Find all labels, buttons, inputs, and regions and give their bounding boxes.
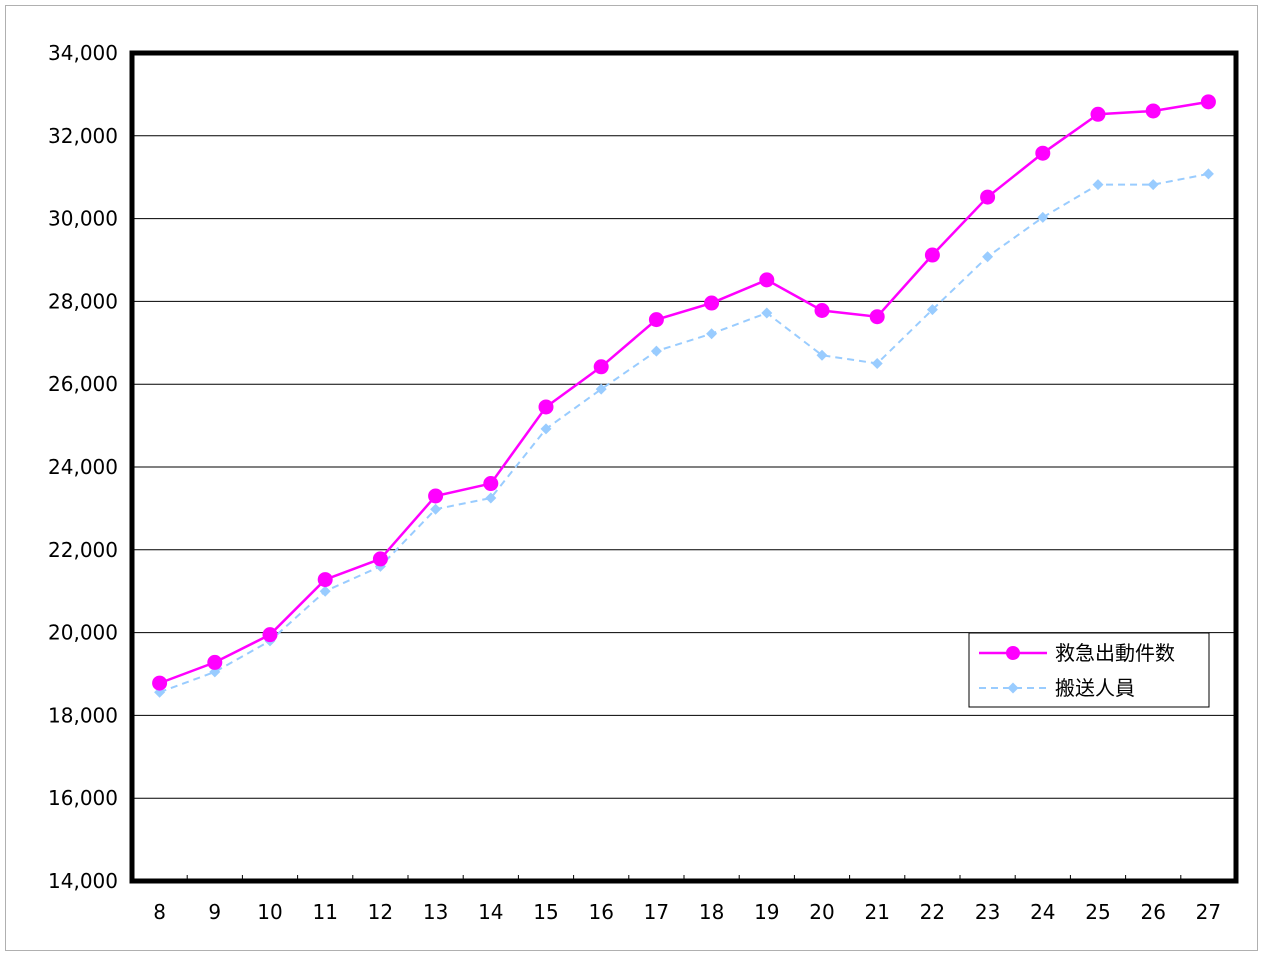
data-point bbox=[1037, 211, 1049, 223]
data-point bbox=[1147, 179, 1159, 191]
x-tick-label: 27 bbox=[1196, 900, 1221, 924]
x-tick-label: 9 bbox=[208, 900, 221, 924]
data-point bbox=[1200, 94, 1216, 110]
data-point bbox=[430, 503, 442, 515]
y-tick-label: 28,000 bbox=[48, 289, 118, 313]
y-tick-label: 16,000 bbox=[48, 786, 118, 810]
data-point bbox=[1035, 145, 1051, 161]
x-tick-label: 23 bbox=[975, 900, 1000, 924]
y-axis-labels: 14,000 16,000 18,000 20,000 22,000 24,000 26,0… bbox=[48, 41, 118, 893]
y-tick-label: 22,000 bbox=[48, 538, 118, 562]
x-tick-label: 25 bbox=[1085, 900, 1110, 924]
x-tick-label: 21 bbox=[864, 900, 889, 924]
data-point bbox=[1090, 106, 1106, 122]
data-point bbox=[926, 304, 938, 316]
data-point bbox=[540, 423, 552, 435]
series-dispatch-count bbox=[152, 94, 1216, 691]
x-tick-label: 11 bbox=[312, 900, 337, 924]
y-tick-label: 26,000 bbox=[48, 372, 118, 396]
data-point bbox=[759, 272, 775, 288]
data-point bbox=[483, 476, 499, 492]
y-tick-label: 34,000 bbox=[48, 41, 118, 65]
plot-area-border bbox=[129, 50, 1239, 884]
data-point bbox=[650, 345, 662, 357]
y-tick-label: 32,000 bbox=[48, 124, 118, 148]
data-point bbox=[262, 627, 278, 643]
legend-item: 救急出動件数 bbox=[979, 641, 1175, 665]
data-point bbox=[816, 349, 828, 361]
x-tick-label: 22 bbox=[920, 900, 945, 924]
data-point bbox=[869, 309, 885, 325]
data-point bbox=[317, 572, 333, 588]
x-tick-label: 18 bbox=[699, 900, 724, 924]
data-point bbox=[1145, 103, 1161, 119]
data-point bbox=[207, 654, 223, 670]
data-point bbox=[593, 359, 609, 375]
data-point bbox=[372, 551, 388, 567]
series-transported-persons bbox=[154, 168, 1214, 698]
legend-marker bbox=[1007, 682, 1019, 694]
data-point bbox=[982, 251, 994, 263]
data-point bbox=[152, 675, 168, 691]
data-point bbox=[814, 303, 830, 319]
x-tick-label: 20 bbox=[809, 900, 834, 924]
data-point bbox=[1092, 179, 1104, 191]
data-point bbox=[485, 492, 497, 504]
x-tick-label: 14 bbox=[478, 900, 503, 924]
series-line bbox=[159, 100, 1209, 685]
data-point bbox=[871, 358, 883, 369]
x-tick-label: 13 bbox=[423, 900, 448, 924]
x-axis-labels: 8 9 10 11 12 13 14 15 16 17 18 19 20 21 22 23 24 25 26 27 bbox=[153, 900, 1221, 924]
x-tick-label: 16 bbox=[588, 900, 613, 924]
x-tick-label: 10 bbox=[257, 900, 282, 924]
y-tick-label: 30,000 bbox=[48, 207, 118, 231]
y-tick-label: 18,000 bbox=[48, 703, 118, 727]
x-tick-label: 19 bbox=[754, 900, 779, 924]
line-chart: 14,000 16,000 18,000 20,000 22,000 24,000 26,0… bbox=[48, 41, 1239, 924]
y-tick-label: 24,000 bbox=[48, 455, 118, 479]
legend-label: 救急出動件数 bbox=[1055, 641, 1175, 665]
data-point bbox=[704, 295, 720, 311]
data-point bbox=[538, 399, 554, 415]
legend-item: 搬送人員 bbox=[979, 676, 1135, 700]
data-point bbox=[1202, 168, 1214, 180]
series-line bbox=[159, 172, 1209, 694]
x-tick-label: 26 bbox=[1140, 900, 1165, 924]
data-point bbox=[761, 307, 773, 319]
legend-label: 搬送人員 bbox=[1055, 676, 1135, 700]
legend-marker bbox=[1006, 646, 1020, 660]
x-tick-label: 8 bbox=[153, 900, 166, 924]
x-tick-label: 12 bbox=[368, 900, 393, 924]
data-point bbox=[648, 312, 664, 328]
x-tick-label: 24 bbox=[1030, 900, 1055, 924]
data-point bbox=[595, 383, 607, 395]
data-point bbox=[428, 488, 444, 504]
data-point bbox=[924, 247, 940, 263]
y-tick-label: 14,000 bbox=[48, 869, 118, 893]
x-tick-label: 15 bbox=[533, 900, 558, 924]
data-point bbox=[980, 189, 996, 205]
chart-frame: 14,000 16,000 18,000 20,000 22,000 24,000 26,0… bbox=[5, 5, 1258, 951]
series-group bbox=[152, 94, 1216, 698]
grid-lines bbox=[132, 135, 1236, 799]
y-tick-label: 20,000 bbox=[48, 621, 118, 645]
data-point bbox=[706, 328, 718, 340]
x-tick-label: 17 bbox=[644, 900, 669, 924]
data-point bbox=[319, 585, 331, 597]
legend-box bbox=[968, 632, 1210, 708]
